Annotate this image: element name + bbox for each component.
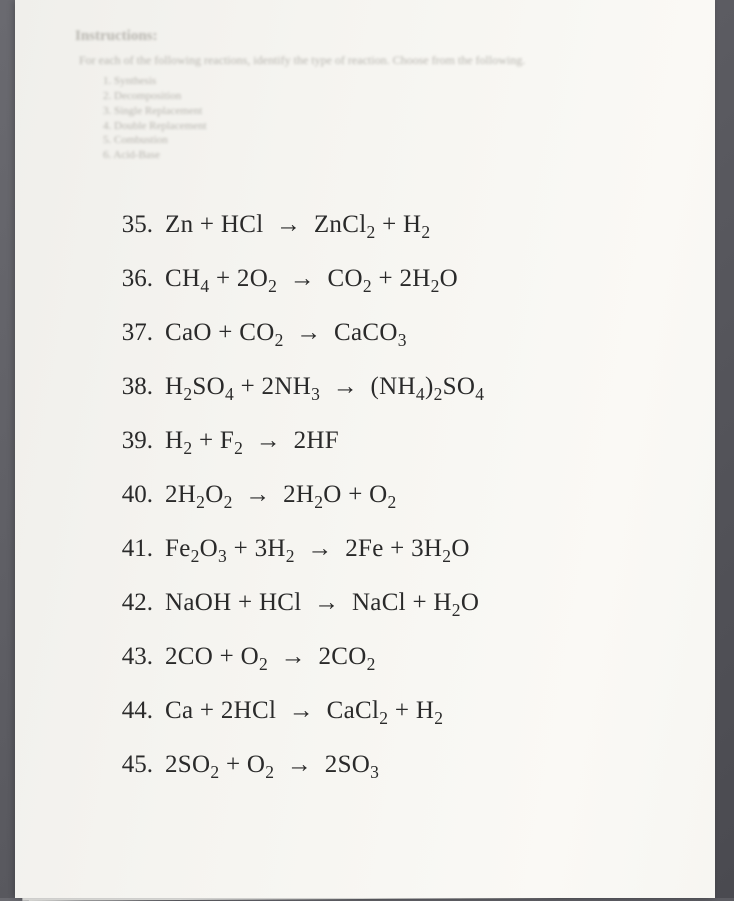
problem-number: 38. xyxy=(105,373,153,401)
problem-number: 43. xyxy=(105,643,153,671)
arrow-icon: → xyxy=(245,481,270,509)
instructions-subtitle: For each of the following reactions, ide… xyxy=(79,53,665,68)
arrow-icon: → xyxy=(281,643,306,671)
problem-row: 37. CaO + CO2 → CaCO3 xyxy=(105,319,665,347)
problem-number: 39. xyxy=(105,427,153,455)
equation: 2SO2 + O2 → 2SO3 xyxy=(165,751,379,779)
arrow-icon: → xyxy=(296,319,321,347)
arrow-icon: → xyxy=(256,427,281,455)
problem-number: 40. xyxy=(105,481,153,509)
instructions-title: Instructions: xyxy=(75,28,665,45)
problem-row: 38. H2SO4 + 2NH3 → (NH4)2SO4 xyxy=(105,373,665,401)
reaction-type-item: 5. Combustion xyxy=(103,133,665,148)
problem-number: 44. xyxy=(105,697,153,725)
problem-row: 42. NaOH + HCl → NaCl + H2O xyxy=(105,589,665,617)
equation: H2 + F2 → 2HF xyxy=(165,427,339,455)
arrow-icon: → xyxy=(289,697,314,725)
reaction-types-list: 1. Synthesis2. Decomposition3. Single Re… xyxy=(103,74,665,163)
equation: 2CO + O2 → 2CO2 xyxy=(165,643,376,671)
problem-row: 43. 2CO + O2 → 2CO2 xyxy=(105,643,665,671)
arrow-icon: → xyxy=(290,265,315,293)
arrow-icon: → xyxy=(333,373,358,401)
reaction-type-item: 1. Synthesis xyxy=(103,74,665,89)
problem-number: 36. xyxy=(105,265,153,293)
reaction-type-item: 2. Decomposition xyxy=(103,89,665,104)
equation: Ca + 2HCl → CaCl2 + H2 xyxy=(165,697,443,725)
problem-row: 35. Zn + HCl → ZnCl2 + H2 xyxy=(105,211,665,239)
arrow-icon: → xyxy=(314,589,339,617)
arrow-icon: → xyxy=(307,535,332,563)
reaction-type-item: 4. Double Replacement xyxy=(103,119,665,134)
equation: 2H2O2 → 2H2O + O2 xyxy=(165,481,397,509)
equation: Zn + HCl → ZnCl2 + H2 xyxy=(165,211,430,239)
arrow-icon: → xyxy=(287,751,312,779)
problem-number: 37. xyxy=(105,319,153,347)
instructions-header: Instructions: For each of the following … xyxy=(75,28,665,163)
problem-row: 36. CH4 + 2O2 → CO2 + 2H2O xyxy=(105,265,665,293)
problems-list: 35. Zn + HCl → ZnCl2 + H2 36. CH4 + 2O2 → C… xyxy=(105,211,665,779)
problem-row: 41. Fe2O3 + 3H2 → 2Fe + 3H2O xyxy=(105,535,665,563)
problem-number: 45. xyxy=(105,751,153,779)
equation: NaOH + HCl → NaCl + H2O xyxy=(165,589,479,617)
equation: CaO + CO2 → CaCO3 xyxy=(165,319,407,347)
equation: CH4 + 2O2 → CO2 + 2H2O xyxy=(165,265,458,293)
problem-number: 41. xyxy=(105,535,153,563)
arrow-icon: → xyxy=(276,211,301,239)
problem-number: 42. xyxy=(105,589,153,617)
equation: H2SO4 + 2NH3 → (NH4)2SO4 xyxy=(165,373,484,401)
problem-number: 35. xyxy=(105,211,153,239)
problem-row: 40. 2H2O2 → 2H2O + O2 xyxy=(105,481,665,509)
worksheet-page: Instructions: For each of the following … xyxy=(15,0,715,898)
problem-row: 44. Ca + 2HCl → CaCl2 + H2 xyxy=(105,697,665,725)
problem-row: 45. 2SO2 + O2 → 2SO3 xyxy=(105,751,665,779)
reaction-type-item: 6. Acid-Base xyxy=(103,148,665,163)
problem-row: 39. H2 + F2 → 2HF xyxy=(105,427,665,455)
equation: Fe2O3 + 3H2 → 2Fe + 3H2O xyxy=(165,535,470,563)
reaction-type-item: 3. Single Replacement xyxy=(103,104,665,119)
